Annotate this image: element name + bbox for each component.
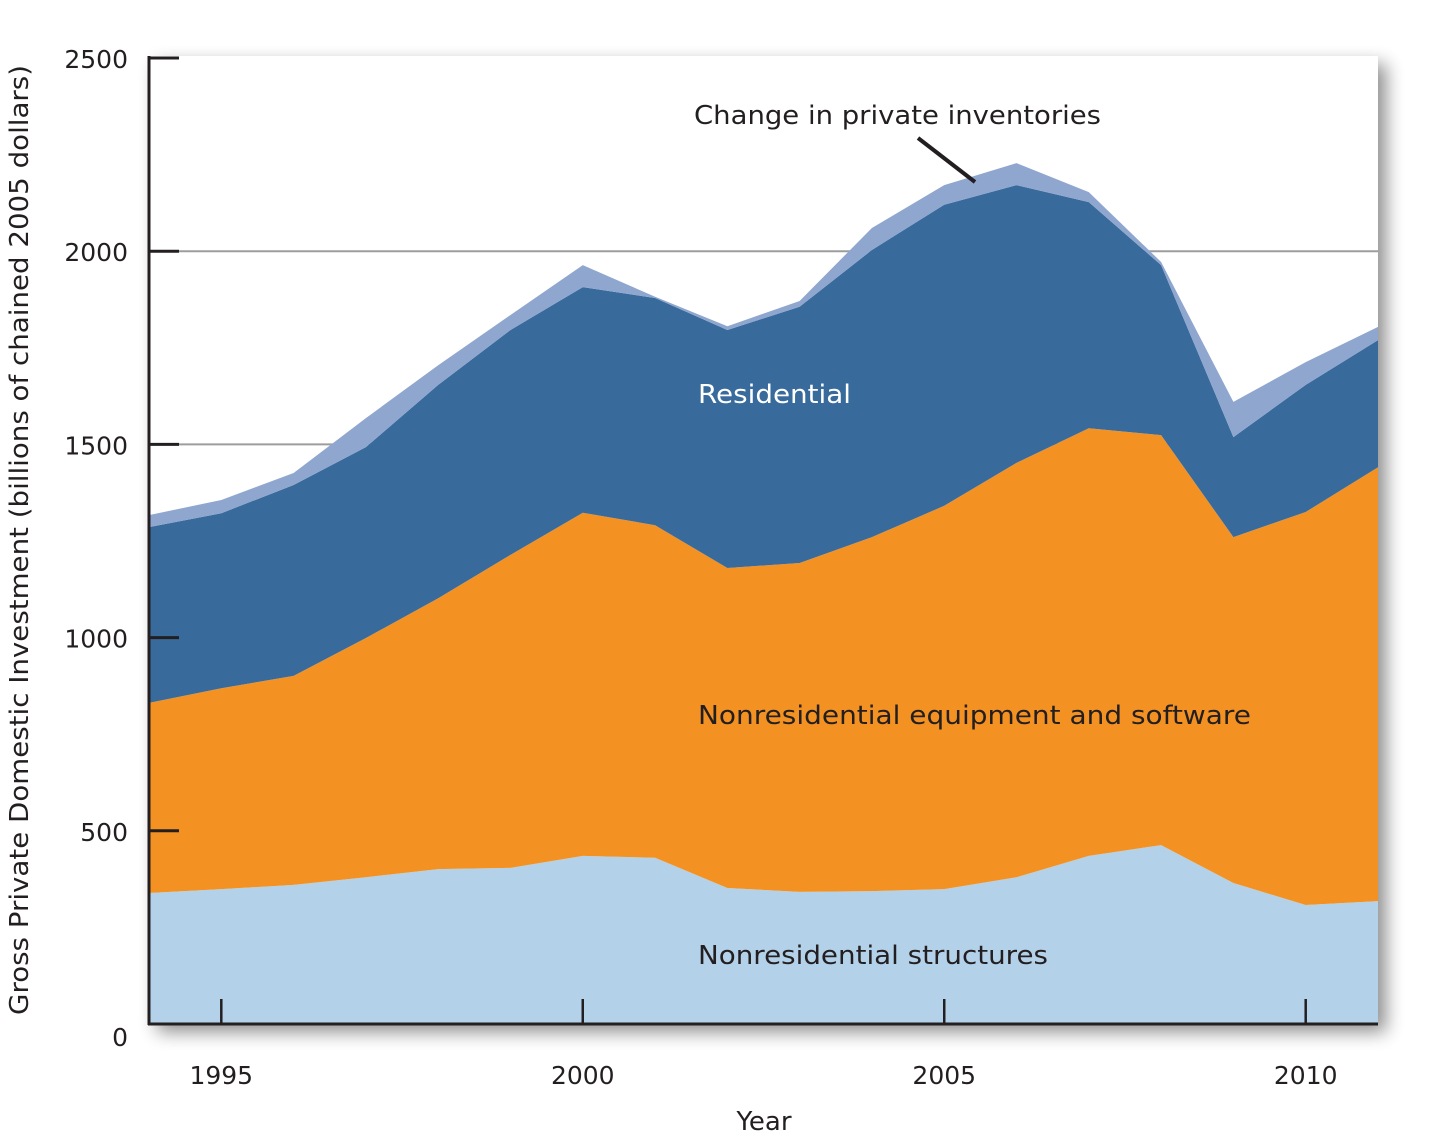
area-residential: [149, 185, 1378, 703]
area-series-layer: [149, 163, 1378, 1024]
y-tick-label-2500: 2500: [64, 45, 128, 74]
tick-labels: 0 500 1000 1500 2000 2500 1995 2000 2005 2010: [64, 45, 1337, 1090]
y-tick-label-1500: 1500: [64, 431, 128, 460]
x-axis-title: Year: [735, 1107, 791, 1137]
y-axis-title: Gross Private Domestic Investment (billi…: [5, 65, 35, 1015]
x-tick-label-2010: 2010: [1274, 1061, 1338, 1090]
axes: [147, 56, 1378, 1026]
x-tick-label-1995: 1995: [189, 1061, 253, 1090]
y-tick-label-500: 500: [80, 818, 128, 847]
x-tick-label-2005: 2005: [912, 1061, 976, 1090]
x-tick-label-2000: 2000: [551, 1061, 615, 1090]
label-change-in-private-inventories: Change in private inventories: [694, 101, 1101, 131]
label-residential: Residential: [698, 380, 851, 410]
label-nonresidential-equipment: Nonresidential equipment and software: [698, 701, 1251, 731]
leader-line-inventories: [916, 136, 977, 184]
y-tick-label-1000: 1000: [64, 625, 128, 654]
area-nonresidential-structures: [149, 845, 1378, 1024]
y-tick-label-2000: 2000: [64, 238, 128, 267]
area-nonresidential-equipment-and-software: [149, 428, 1378, 905]
area-change-in-private-inventories: [149, 163, 1378, 528]
y-tick-label-0: 0: [112, 1023, 128, 1052]
label-nonresidential-structures: Nonresidential structures: [698, 941, 1048, 971]
